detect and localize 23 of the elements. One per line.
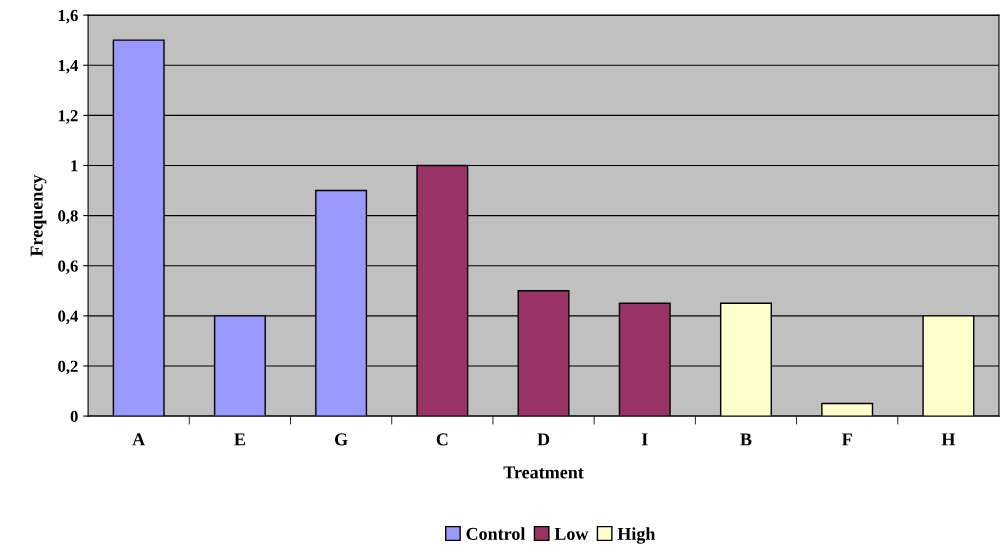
y-axis-title: Frequency <box>30 174 47 257</box>
x-tick-label: F <box>841 433 852 446</box>
y-tick-label: 1,6 <box>58 9 78 24</box>
legend-label: Low <box>554 527 589 540</box>
x-tick-label: B <box>740 433 752 446</box>
legend-label: High <box>617 527 656 544</box>
y-tick-label: 1,2 <box>58 110 78 124</box>
y-tick-label: 1 <box>71 160 78 172</box>
x-axis-title: Treatment <box>503 466 584 479</box>
x-tick-label: H <box>941 433 956 446</box>
x-tick-label: I <box>641 433 648 446</box>
y-tick-label: 0,6 <box>58 260 78 275</box>
x-tick-label: A <box>132 433 146 446</box>
y-tick-label: 0 <box>70 410 78 423</box>
y-tick-label: 1,4 <box>58 60 79 74</box>
y-tick-label: 0,4 <box>58 310 79 325</box>
x-tick-label: E <box>234 433 245 446</box>
legend-label: Control <box>466 527 526 540</box>
y-tick-label: 0,8 <box>58 210 78 224</box>
y-tick-label: 0,2 <box>58 360 78 375</box>
x-tick-label: D <box>537 433 550 446</box>
x-tick-label: G <box>334 433 348 446</box>
x-tick-label: C <box>436 433 448 446</box>
